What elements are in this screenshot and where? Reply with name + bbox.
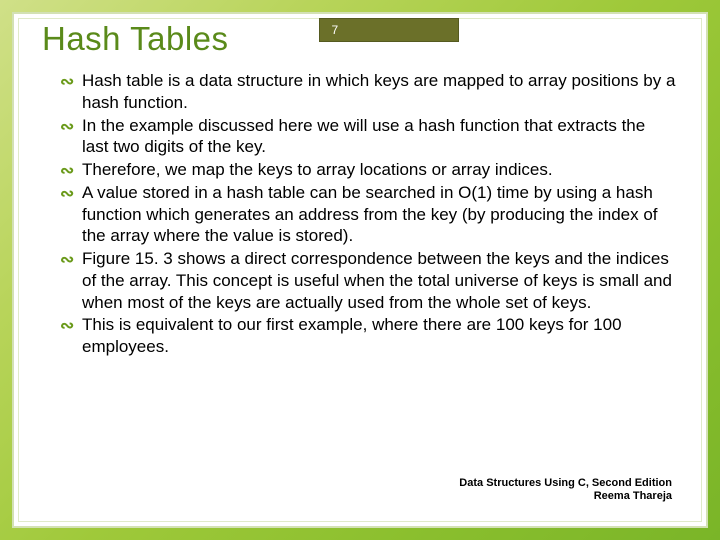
footer-line-2: Reema Thareja: [459, 490, 672, 504]
bullet-list: Hash table is a data structure in which …: [18, 58, 702, 358]
page-number: 7: [332, 23, 339, 37]
slide-content: Hash Tables 7 Hash table is a data struc…: [18, 18, 702, 522]
slide-title: Hash Tables: [18, 18, 229, 58]
header-row: Hash Tables 7: [18, 18, 702, 58]
bullet-text: Figure 15. 3 shows a direct corresponden…: [82, 249, 672, 312]
bullet-text: Therefore, we map the keys to array loca…: [82, 160, 553, 179]
bullet-item: This is equivalent to our first example,…: [62, 314, 676, 358]
bullet-item: Hash table is a data structure in which …: [62, 70, 676, 114]
page-number-badge: 7: [319, 18, 459, 42]
bullet-item: Figure 15. 3 shows a direct corresponden…: [62, 248, 676, 313]
bullet-item: Therefore, we map the keys to array loca…: [62, 159, 676, 181]
bullet-item: In the example discussed here we will us…: [62, 115, 676, 159]
bullet-text: Hash table is a data structure in which …: [82, 71, 675, 112]
bullet-item: A value stored in a hash table can be se…: [62, 182, 676, 247]
bullet-text: This is equivalent to our first example,…: [82, 315, 622, 356]
bullet-text: A value stored in a hash table can be se…: [82, 183, 658, 246]
footer-line-1: Data Structures Using C, Second Edition: [459, 477, 672, 491]
slide-footer: Data Structures Using C, Second Edition …: [459, 477, 672, 505]
bullet-text: In the example discussed here we will us…: [82, 116, 645, 157]
